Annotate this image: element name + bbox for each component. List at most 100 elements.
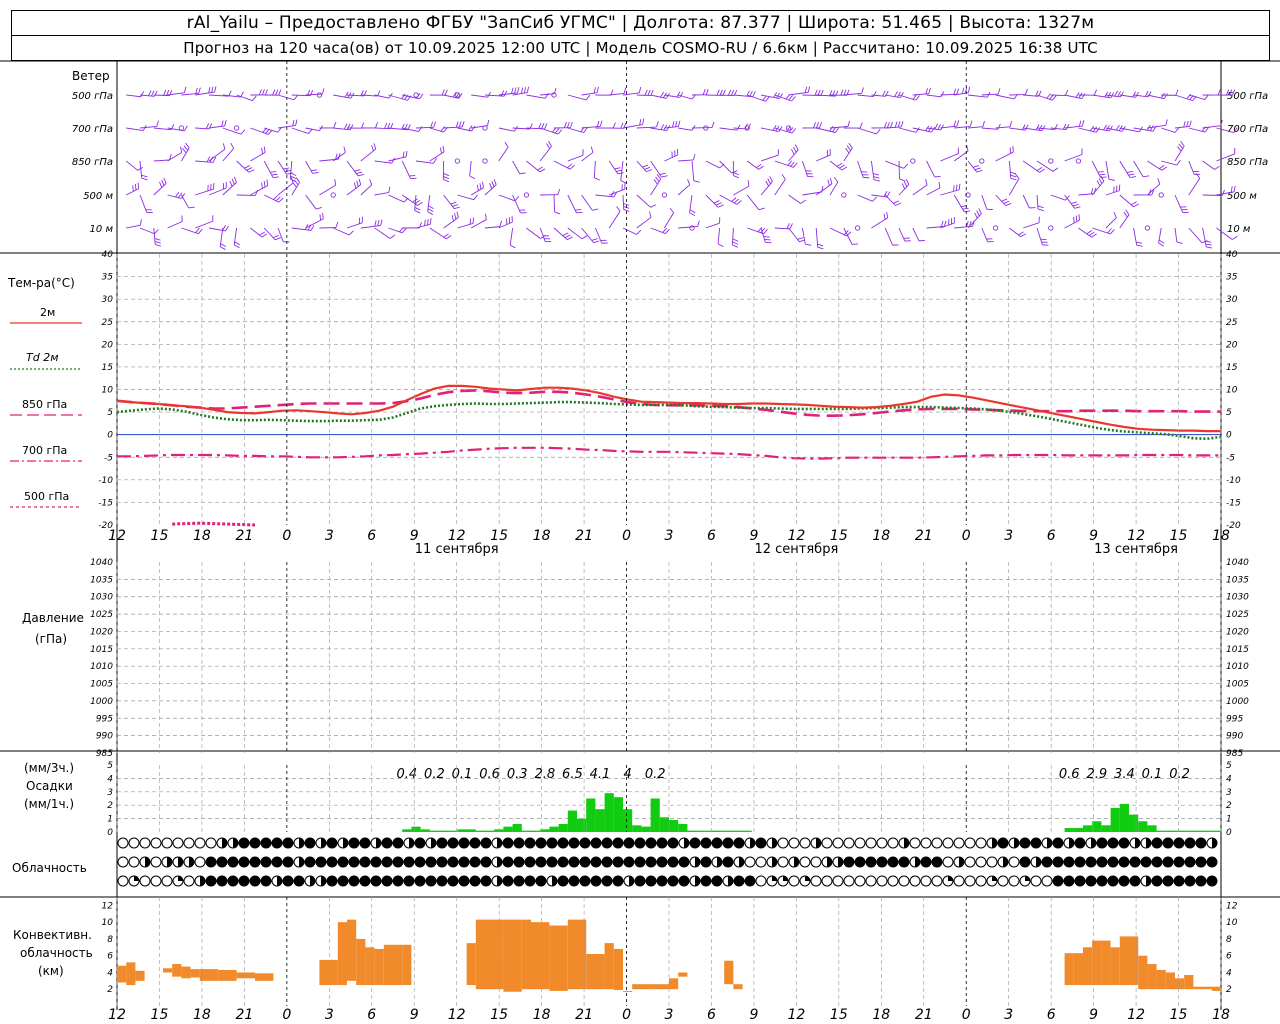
conv-bar bbox=[1211, 986, 1221, 991]
cloud-half bbox=[772, 838, 777, 848]
cloud-circle bbox=[271, 856, 283, 868]
wind-barb bbox=[884, 227, 899, 246]
cloud-cover-symbol bbox=[469, 856, 481, 868]
wind-barb-feather bbox=[1183, 121, 1186, 128]
cloud-cover-symbol bbox=[128, 875, 140, 887]
cloud-circle bbox=[1173, 856, 1185, 868]
wind-barb-shaft bbox=[498, 194, 516, 202]
wind-barb bbox=[677, 179, 691, 196]
temp-tick-label: -10 bbox=[98, 476, 113, 486]
calm-wind-circle bbox=[1158, 192, 1164, 198]
wind-barb-shaft bbox=[926, 160, 936, 178]
wind-barb-shaft bbox=[374, 94, 390, 99]
wind-barb bbox=[442, 160, 450, 183]
cloud-circle bbox=[447, 856, 459, 868]
wind-barb-feather bbox=[354, 169, 361, 172]
wind-barb bbox=[469, 160, 476, 180]
time-tick-label-bottom: 12 bbox=[787, 1007, 805, 1023]
wind-barb bbox=[1216, 185, 1236, 196]
wind-barb-shaft bbox=[1023, 127, 1043, 132]
wind-barb-feather bbox=[134, 183, 137, 191]
cloud-half bbox=[145, 857, 150, 867]
wind-barb-feather bbox=[195, 227, 200, 234]
wind-barb-feather bbox=[546, 143, 551, 149]
cloud-cover-symbol bbox=[601, 856, 613, 868]
wind-barb-feather bbox=[1205, 240, 1212, 243]
cloud-circle bbox=[1052, 856, 1064, 868]
cloud-cover-symbol bbox=[645, 875, 657, 887]
wind-barb-shaft bbox=[374, 192, 389, 196]
wind-barb-feather bbox=[440, 126, 445, 132]
cloud-circle bbox=[634, 856, 646, 868]
time-tick-label-bottom: 21 bbox=[575, 1007, 593, 1023]
cloud-cover-symbol bbox=[887, 875, 899, 887]
cloud-cover-symbol bbox=[1140, 856, 1152, 868]
wind-barb bbox=[774, 174, 786, 196]
wind-barb-feather bbox=[491, 180, 495, 187]
wind-barb-feather bbox=[224, 120, 227, 127]
cloud-cover-symbol bbox=[1030, 837, 1042, 849]
cloud-circle bbox=[359, 875, 371, 887]
cloud-cover-symbol bbox=[821, 856, 833, 868]
wind-barb bbox=[1147, 178, 1161, 196]
cloud-cover-symbol bbox=[832, 875, 844, 887]
wind-barb bbox=[747, 226, 768, 235]
wind-barb bbox=[415, 157, 437, 164]
wind-barb bbox=[374, 186, 391, 196]
cloud-circle bbox=[337, 856, 349, 868]
conv-label-line3: (км) bbox=[38, 964, 64, 978]
cloud-cover-symbol bbox=[1019, 837, 1031, 849]
wind-barb-feather bbox=[953, 185, 955, 192]
wind-barb-shaft bbox=[360, 148, 377, 162]
wind-barb-feather bbox=[206, 156, 211, 163]
wind-barb-shaft bbox=[1188, 160, 1195, 175]
cloud-circle bbox=[678, 875, 690, 887]
date-label: 12 сентября bbox=[754, 542, 838, 557]
pressure-tick-label: 1025 bbox=[90, 610, 113, 620]
wind-barb-shaft bbox=[208, 94, 229, 97]
wind-barb-feather bbox=[1009, 120, 1013, 127]
wind-barb-shaft bbox=[526, 227, 541, 239]
wind-barb bbox=[705, 89, 726, 96]
wind-barb bbox=[1022, 160, 1045, 173]
conv-bar bbox=[236, 972, 255, 979]
wind-barb-shaft bbox=[126, 127, 144, 131]
wind-barb-shaft bbox=[885, 160, 904, 169]
wind-barb-shaft bbox=[1105, 160, 1110, 180]
conv-bar bbox=[1147, 964, 1157, 990]
wind-barb-feather bbox=[1100, 175, 1105, 182]
wind-barb-shaft bbox=[512, 160, 521, 174]
conv-bar bbox=[604, 943, 614, 990]
wind-barb bbox=[360, 122, 379, 129]
wind-barb bbox=[277, 160, 293, 175]
cloud-cover-symbol bbox=[535, 856, 547, 868]
wind-barb-feather bbox=[650, 204, 657, 208]
wind-barb-shaft bbox=[470, 219, 487, 229]
cloud-cover-symbol bbox=[293, 875, 305, 887]
cloud-cover-symbol bbox=[942, 837, 954, 849]
cloud-circle bbox=[1118, 875, 1130, 887]
wind-barb-feather bbox=[166, 89, 170, 96]
wind-barb-feather bbox=[1097, 171, 1104, 173]
cloud-half bbox=[684, 838, 689, 848]
wind-barb-feather bbox=[539, 168, 546, 173]
cloud-cover-symbol bbox=[733, 837, 745, 849]
wind-barb bbox=[1078, 125, 1100, 133]
cloud-circle bbox=[854, 837, 866, 849]
wind-barb-feather bbox=[1010, 177, 1017, 181]
cloud-cover-symbol bbox=[183, 837, 195, 849]
cloud-cover-symbol bbox=[733, 875, 745, 887]
cloud-circle bbox=[326, 856, 338, 868]
cloud-circle bbox=[205, 856, 217, 868]
time-tick-label: 6 bbox=[1047, 528, 1056, 544]
cloud-half bbox=[277, 876, 282, 886]
cloud-circle bbox=[502, 837, 514, 849]
wind-barb-feather bbox=[290, 172, 297, 177]
conv-bar bbox=[586, 954, 605, 990]
wind-barb-feather bbox=[569, 164, 575, 170]
wind-barb-feather bbox=[1098, 178, 1103, 184]
wind-barb bbox=[195, 156, 217, 163]
wind-barb bbox=[277, 227, 290, 243]
cloud-half bbox=[838, 857, 843, 867]
wind-barb bbox=[139, 160, 148, 181]
